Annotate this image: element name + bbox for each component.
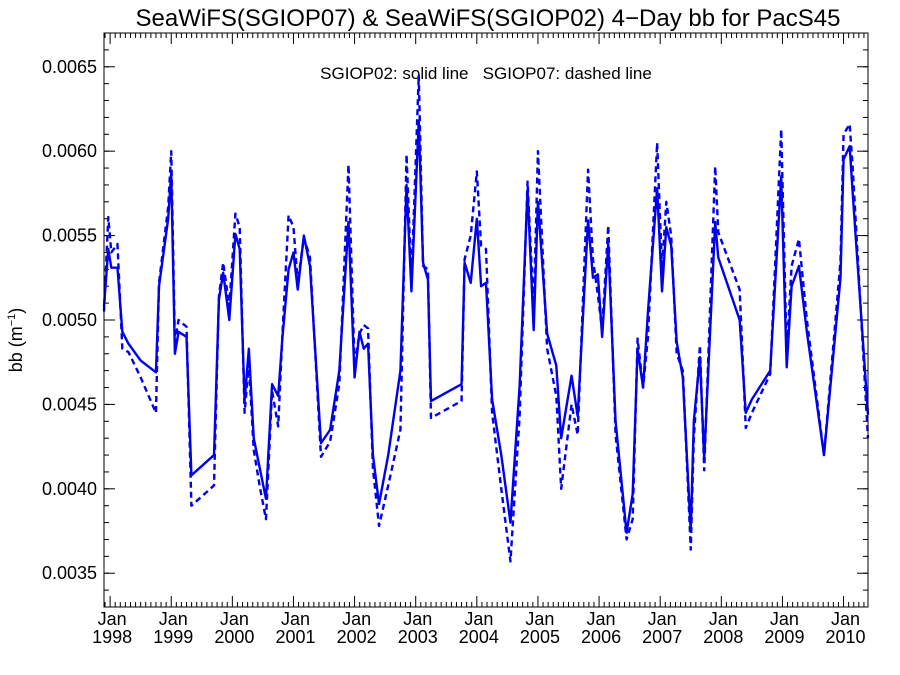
chart-title: SeaWiFS(SGIOP07) & SeaWiFS(SGIOP02) 4−Da… xyxy=(136,5,841,32)
y-tick-label: 0.0040 xyxy=(42,479,97,499)
x-tick-month-label: Jan xyxy=(648,609,677,629)
y-axis-label-superscript: −1 xyxy=(6,314,18,327)
axis-ticks: 0.0035 0.0040 0.0045 0.0050 0.0055 0.0060 0.00… xyxy=(42,32,868,647)
x-tick-month-label: Jan xyxy=(159,609,188,629)
y-tick-label: 0.0055 xyxy=(42,226,97,246)
series-line-sgiop02 xyxy=(102,119,870,534)
x-tick-month-label: Jan xyxy=(220,609,249,629)
x-tick-year-label: 1999 xyxy=(153,627,193,647)
x-tick-year-label: 2000 xyxy=(214,627,254,647)
x-tick-month-label: Jan xyxy=(770,609,799,629)
x-tick-month-label: Jan xyxy=(831,609,860,629)
x-tick-year-label: 1998 xyxy=(92,627,132,647)
x-tick-year-label: 2009 xyxy=(764,627,804,647)
x-tick-year-label: 2005 xyxy=(520,627,560,647)
y-tick-label: 0.0045 xyxy=(42,394,97,414)
x-tick-year-label: 2004 xyxy=(459,627,499,647)
plot-frame xyxy=(103,32,869,608)
x-tick-month-label: Jan xyxy=(342,609,371,629)
y-tick-label: 0.0050 xyxy=(42,310,97,330)
y-tick-label: 0.0035 xyxy=(42,563,97,583)
x-tick-year-label: 2001 xyxy=(275,627,315,647)
series-line-sgiop07 xyxy=(102,74,870,563)
x-tick-month-label: Jan xyxy=(98,609,127,629)
x-tick-month-label: Jan xyxy=(281,609,310,629)
x-tick-month-label: Jan xyxy=(709,609,738,629)
y-tick-label: 0.0060 xyxy=(42,141,97,161)
series-lines xyxy=(102,74,870,563)
y-axis-label-text: bb (m xyxy=(6,326,26,372)
x-tick-year-label: 2003 xyxy=(398,627,438,647)
y-axis-label: bb (m−1) xyxy=(6,308,26,373)
x-tick-year-label: 2010 xyxy=(826,627,866,647)
x-tick-year-label: 2007 xyxy=(642,627,682,647)
x-tick-year-label: 2006 xyxy=(581,627,621,647)
x-tick-month-label: Jan xyxy=(587,609,616,629)
x-tick-year-label: 2008 xyxy=(703,627,743,647)
x-tick-month-label: Jan xyxy=(403,609,432,629)
line-style-annotation: SGIOP02: solid line SGIOP07: dashed line xyxy=(320,64,652,83)
y-axis-label-suffix: ) xyxy=(6,308,26,314)
y-tick-label: 0.0065 xyxy=(42,57,97,77)
x-tick-year-label: 2002 xyxy=(337,627,377,647)
x-tick-month-label: Jan xyxy=(464,609,493,629)
x-tick-month-label: Jan xyxy=(525,609,554,629)
